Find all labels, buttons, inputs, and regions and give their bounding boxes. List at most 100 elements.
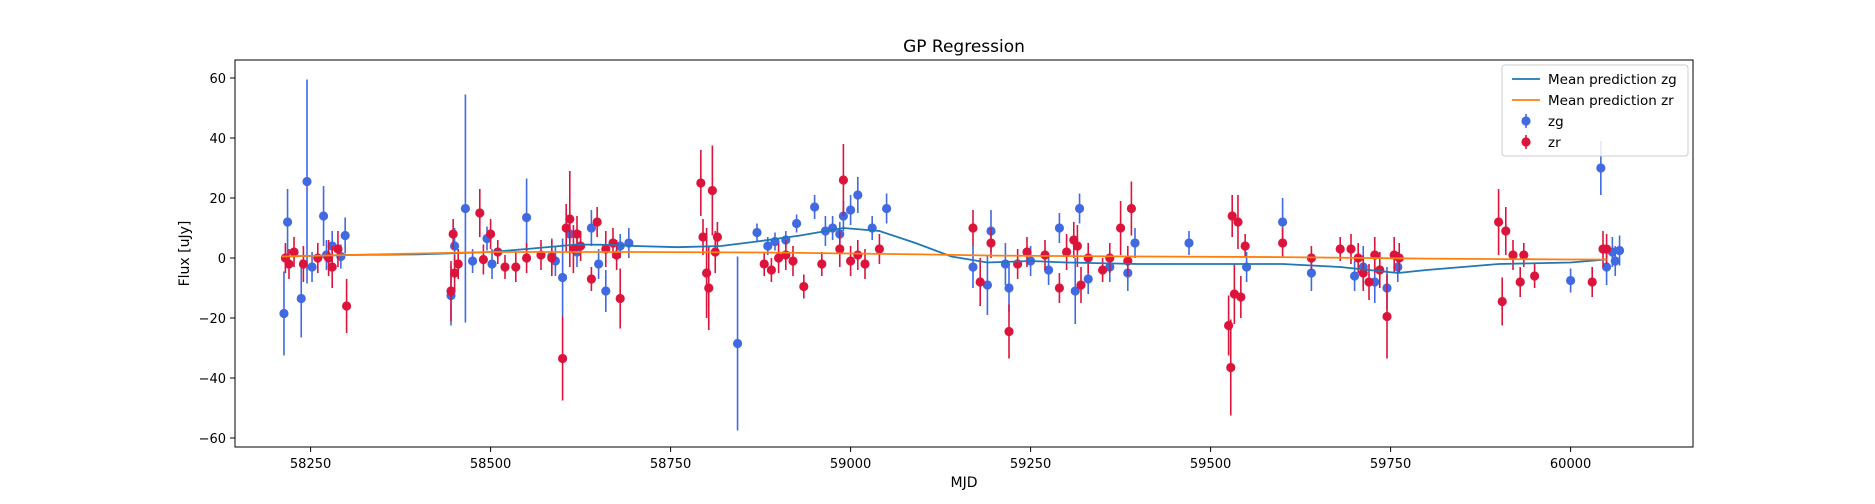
zr-point <box>342 301 352 311</box>
zg-point <box>1130 238 1140 248</box>
legend-marker-swatch <box>1521 137 1531 147</box>
mean-line-zr <box>281 251 1607 261</box>
zr-point <box>860 259 870 269</box>
zg-point <box>1054 223 1064 233</box>
zr-point <box>592 217 602 227</box>
y-tick-label: −40 <box>199 372 226 387</box>
zg-point <box>1074 203 1085 214</box>
zr-point <box>1105 253 1115 263</box>
legend-box <box>1501 64 1689 157</box>
zr-point <box>327 262 337 272</box>
zr-point <box>450 268 460 278</box>
zg-point <box>302 176 312 187</box>
zg-point <box>1596 163 1606 173</box>
zr-point <box>1233 217 1243 227</box>
zg-point <box>307 262 317 272</box>
zr-point <box>615 293 625 304</box>
zr-point <box>1587 277 1597 287</box>
zg-point <box>1350 271 1360 281</box>
zr-point <box>1226 362 1236 373</box>
zr-point <box>298 259 308 269</box>
zr-point <box>846 256 856 266</box>
zg-point <box>1044 265 1054 275</box>
zg-point <box>792 218 802 229</box>
zg-point <box>460 203 470 214</box>
x-tick-label: 60000 <box>1550 457 1591 472</box>
zg-point <box>882 203 892 214</box>
y-axis-label: Flux [uJy] <box>177 221 193 287</box>
zg-point <box>601 286 611 296</box>
zr-point <box>817 259 827 269</box>
zr-point <box>1602 244 1612 254</box>
zg-point <box>522 212 532 223</box>
zg-point <box>1004 283 1014 293</box>
y-tick-label: −20 <box>199 312 226 327</box>
zg-point <box>487 259 497 269</box>
x-tick-label: 58250 <box>290 457 331 472</box>
zr-point <box>1364 277 1374 287</box>
legend-marker-swatch <box>1521 116 1531 126</box>
x-tick-label: 59250 <box>1010 457 1051 472</box>
zr-point <box>704 283 714 293</box>
zr-point <box>547 253 557 263</box>
zg-point <box>468 256 478 266</box>
zr-point <box>500 262 510 272</box>
zr-point <box>1072 241 1082 251</box>
zr-point <box>874 244 885 254</box>
zg-point <box>810 202 820 212</box>
zr-point <box>558 353 568 364</box>
zr-point <box>1515 277 1525 287</box>
zr-point <box>1358 268 1368 278</box>
zr-point <box>1224 320 1234 331</box>
zr-point <box>1494 217 1504 227</box>
series-zr <box>280 144 1612 416</box>
zr-point <box>565 214 575 224</box>
zg-point <box>586 223 597 233</box>
zr-point <box>968 223 978 233</box>
zr-point <box>853 250 863 260</box>
zr-point <box>1040 250 1050 260</box>
zg-point <box>282 217 293 227</box>
zr-point <box>453 259 463 269</box>
zr-point <box>975 277 985 287</box>
zr-point <box>1278 238 1288 248</box>
legend-label: Mean prediction zr <box>1548 93 1674 109</box>
zg-point <box>340 230 350 241</box>
zr-point <box>1501 226 1511 236</box>
zr-point <box>576 241 586 251</box>
legend-label: zr <box>1548 135 1561 151</box>
legend-label: Mean prediction zg <box>1548 72 1677 88</box>
zr-point <box>446 286 456 296</box>
zg-point <box>982 280 993 290</box>
chart-title: GP Regression <box>903 37 1025 57</box>
zg-point <box>558 272 568 283</box>
zg-point <box>1184 238 1194 248</box>
zr-point <box>333 244 343 254</box>
zg-point <box>1566 275 1576 286</box>
zr-point <box>586 274 597 284</box>
zr-point <box>1022 247 1032 257</box>
zg-point <box>296 293 306 304</box>
zg-point <box>1306 268 1316 278</box>
zr-point <box>1508 250 1518 260</box>
x-tick-label: 59000 <box>830 457 871 472</box>
zg-point <box>763 241 773 251</box>
zr-point <box>1375 265 1385 275</box>
series-zg <box>279 79 1625 431</box>
plot-frame <box>234 59 1694 448</box>
zg-point <box>1083 274 1093 284</box>
x-tick-label: 58500 <box>470 457 511 472</box>
zr-point <box>1227 211 1237 221</box>
zg-point <box>752 227 762 238</box>
zr-point <box>788 256 798 266</box>
zr-point <box>712 232 723 242</box>
x-tick-label: 58750 <box>650 457 691 472</box>
zr-point <box>486 229 496 239</box>
y-tick-label: −60 <box>199 432 226 447</box>
zr-point <box>1236 292 1246 302</box>
y-tick-label: 0 <box>218 252 226 267</box>
legend-label: zg <box>1548 114 1564 130</box>
zr-point <box>1335 244 1345 254</box>
y-tick-label: 60 <box>209 72 226 87</box>
